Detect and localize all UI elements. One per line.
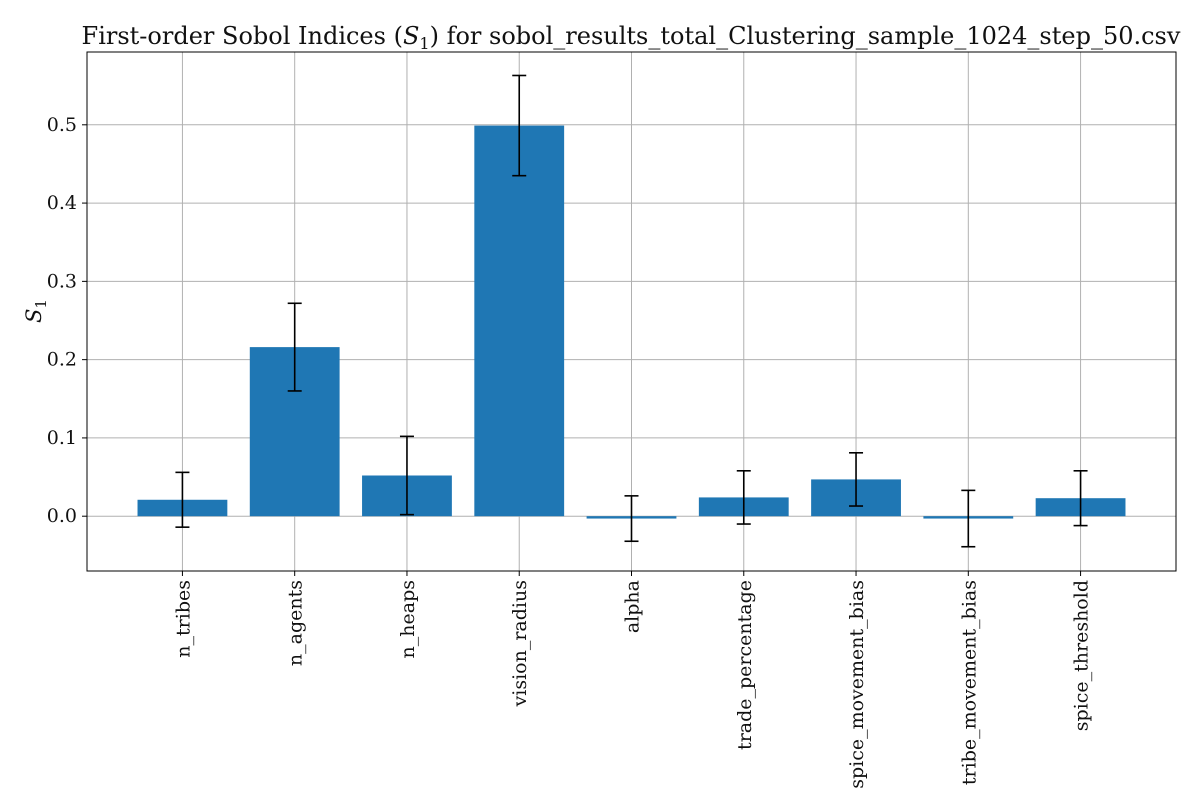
y-axis: 0.0 0.1 0.2 0.3 0.4 0.5 [47, 114, 87, 527]
x-tick-label: spice_movement_bias [846, 580, 868, 789]
error-bars [175, 74, 1088, 548]
bar-vision-radius [474, 125, 565, 517]
x-axis: n_tribes n_agents n_heaps vision_radius alph… [172, 571, 1093, 789]
chart-title: First-order Sobol Indices (S1) for sobol… [82, 22, 1181, 53]
y-tick-label: 0.2 [47, 349, 77, 371]
x-tick-label: spice_threshold [1071, 580, 1093, 731]
x-tick-label: alpha [622, 580, 644, 633]
x-tick-label: n_tribes [172, 580, 194, 658]
y-tick-label: 0.0 [47, 505, 77, 527]
y-tick-label: 0.4 [47, 192, 77, 214]
x-tick-label: tribe_movement_bias [958, 580, 980, 785]
y-axis-label: S1 [22, 299, 50, 323]
x-tick-label: n_agents [285, 580, 307, 666]
x-tick-label: trade_percentage [734, 580, 756, 750]
x-tick-label: vision_radius [509, 580, 531, 707]
y-tick-label: 0.5 [47, 114, 77, 136]
y-tick-label: 0.1 [47, 427, 77, 449]
x-tick-label: n_heaps [397, 580, 419, 658]
y-tick-label: 0.3 [47, 270, 77, 292]
